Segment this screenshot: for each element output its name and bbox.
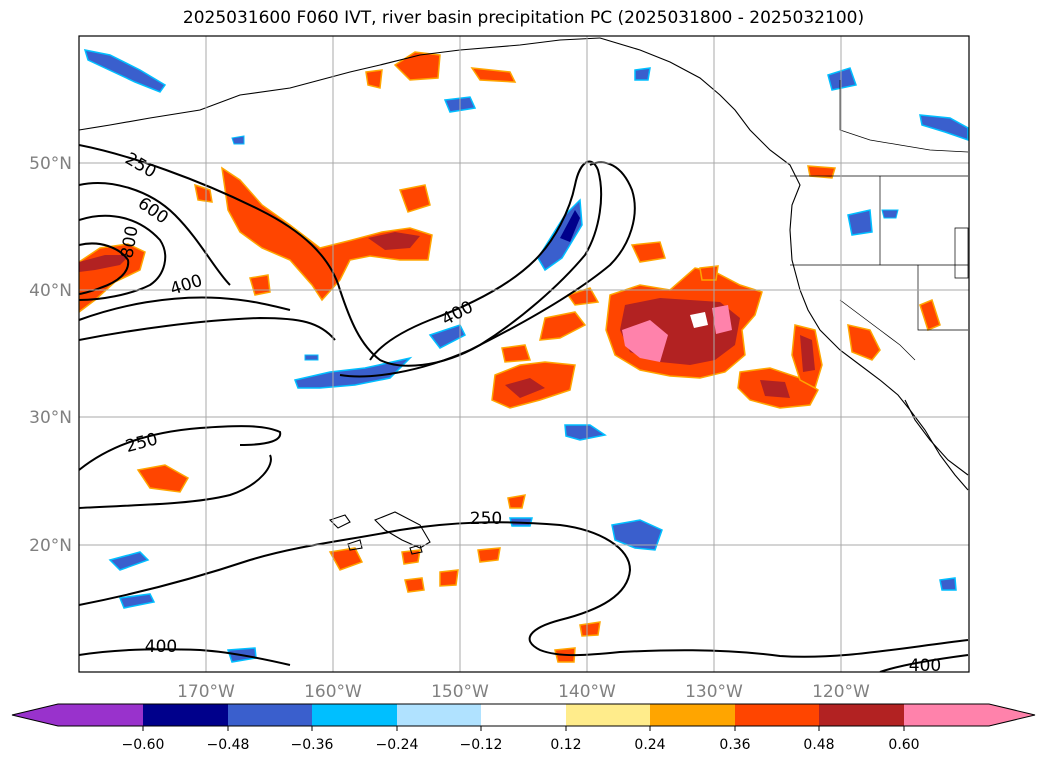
- colorbar-tick-label: 0.60: [888, 737, 919, 753]
- ivt-contour-label: 400: [909, 656, 941, 676]
- colorbar-segment: [650, 704, 735, 726]
- ivt-contour-label: 400: [145, 637, 177, 657]
- map-plot-area: [79, 36, 969, 672]
- colorbar-tick-label: 0.36: [719, 737, 750, 753]
- lon-label: 130°W: [685, 682, 743, 702]
- lat-label: 20°N: [29, 536, 72, 556]
- colorbar-segment: [312, 704, 397, 726]
- map-title: 2025031600 F060 IVT, river basin precipi…: [182, 8, 865, 28]
- longitude-labels: 170°W 160°W 150°W 140°W 130°W 120°W: [177, 682, 870, 702]
- colorbar-tick-label: −0.12: [460, 737, 503, 753]
- lat-label: 30°N: [29, 408, 72, 428]
- negative-precip-anomaly-fields: [83, 49, 969, 663]
- colorbar-outline: [11, 703, 1036, 727]
- colorbar-segment: [819, 704, 904, 726]
- colorbar-min-extend: [12, 704, 58, 726]
- map-frame: [78, 35, 970, 673]
- colorbar: −0.60 −0.48 −0.36 −0.24 −0.12 0.12 0.24 …: [11, 703, 1036, 753]
- latitude-labels: 50°N 40°N 30°N 20°N: [29, 154, 72, 556]
- colorbar-segment: [904, 704, 989, 726]
- state-borders: [790, 80, 969, 361]
- colorbar-tick-label: −0.24: [376, 737, 419, 753]
- colorbar-ticks: [142, 726, 905, 731]
- colorbar-segment: [566, 704, 650, 726]
- ivt-contour-label: 250: [470, 509, 502, 529]
- colorbar-tick-label: 0.12: [550, 737, 581, 753]
- colorbar-segment: [735, 704, 819, 726]
- colorbar-max-extend: [989, 704, 1035, 726]
- colorbar-segment: [481, 704, 566, 726]
- ivt-contours: [79, 144, 969, 672]
- lat-label: 50°N: [29, 154, 72, 174]
- colorbar-segment: [228, 704, 312, 726]
- lon-label: 140°W: [558, 682, 616, 702]
- colorbar-segment: [143, 704, 228, 726]
- colorbar-segment: [397, 704, 481, 726]
- colorbar-tick-label: −0.60: [122, 737, 165, 753]
- colorbar-tick-label: −0.48: [207, 737, 250, 753]
- colorbar-tick-label: 0.48: [803, 737, 834, 753]
- lon-label: 160°W: [304, 682, 362, 702]
- lon-label: 150°W: [431, 682, 489, 702]
- colorbar-tick-label: 0.24: [634, 737, 665, 753]
- lat-label: 40°N: [29, 281, 72, 301]
- colorbar-tick-label: −0.36: [291, 737, 334, 753]
- positive-precip-anomaly-fields: [79, 51, 941, 663]
- colorbar-segment: [58, 704, 143, 726]
- lon-label: 170°W: [177, 682, 235, 702]
- map-gridlines: [79, 36, 969, 672]
- lon-label: 120°W: [812, 682, 870, 702]
